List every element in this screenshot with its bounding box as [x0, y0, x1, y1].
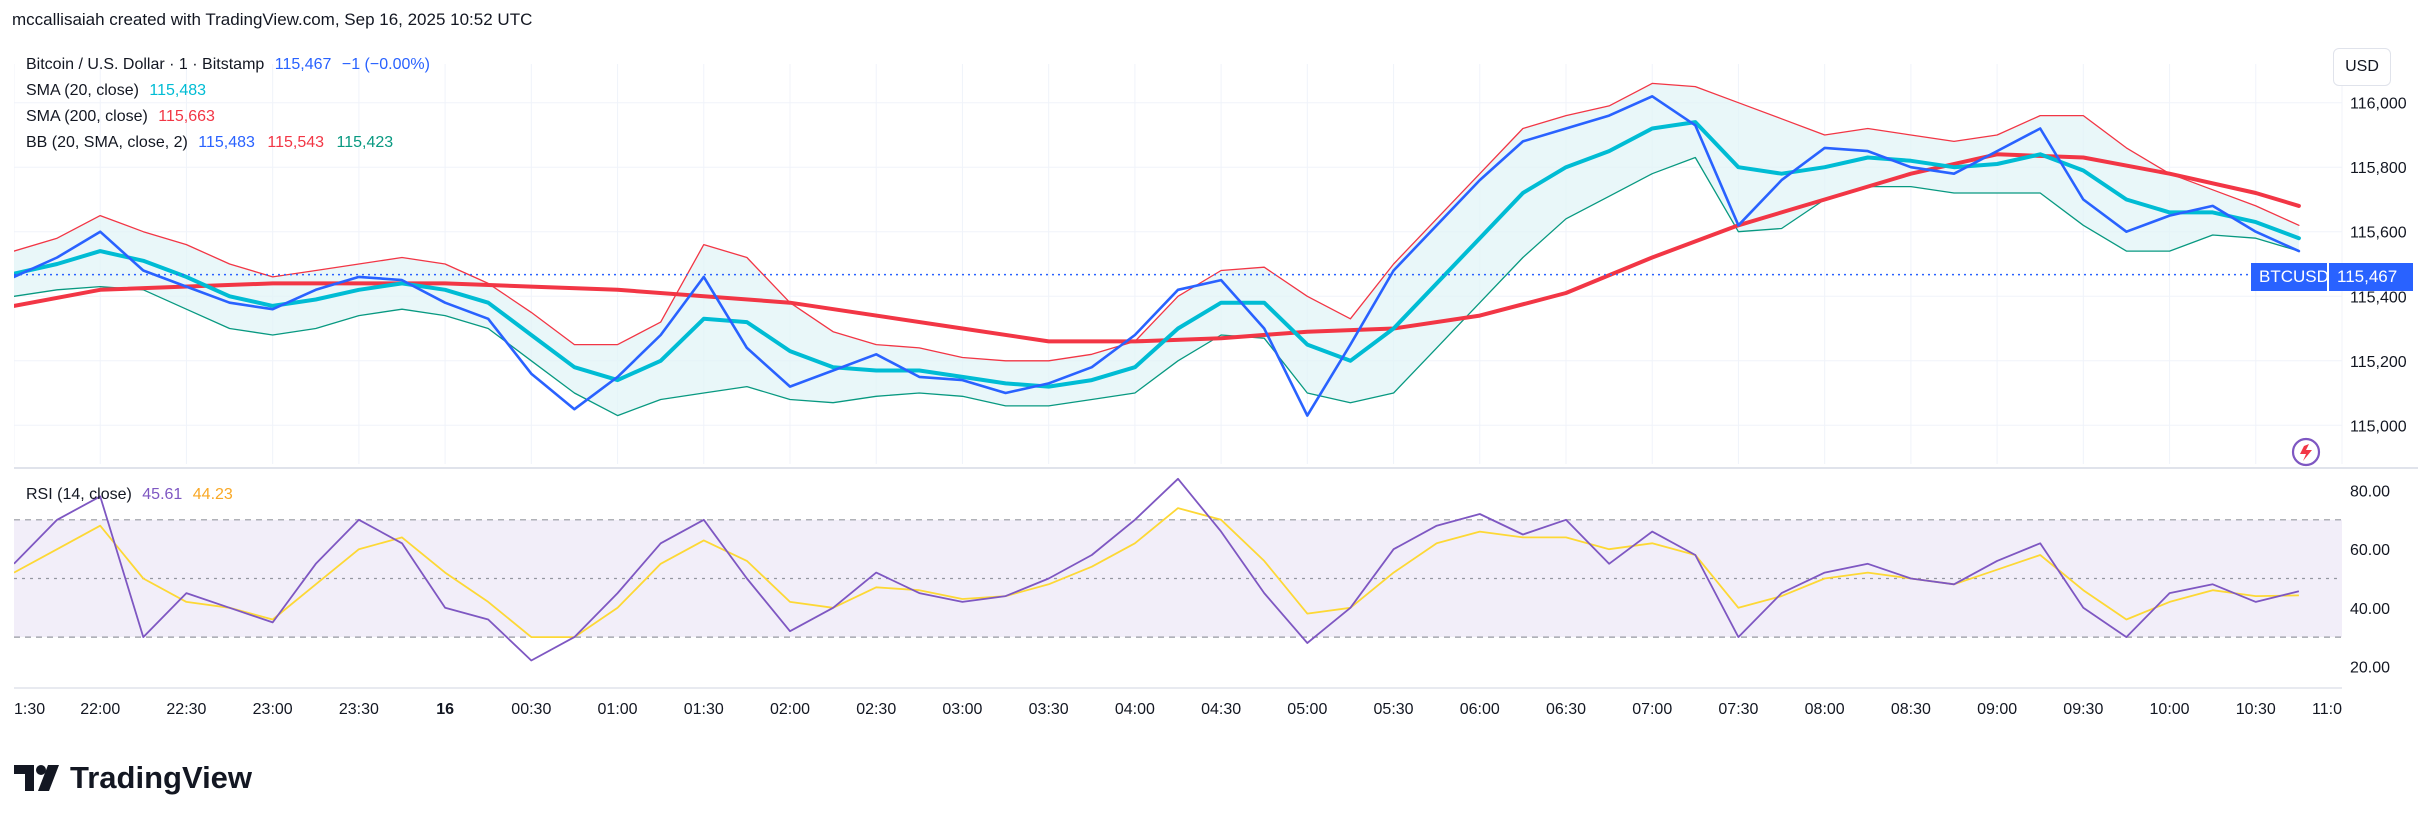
time-tick-label: 09:30 [2063, 701, 2103, 718]
time-tick-label: 01:30 [684, 701, 724, 718]
currency-button[interactable]: USD [2333, 48, 2391, 86]
chart-area[interactable]: 115,000 115,200 115,400 115,600 115,800 116,0… [14, 44, 2418, 730]
sma200-line [14, 152, 2301, 344]
legend-sma200-value: 115,663 [158, 108, 215, 125]
chart-caption: mccallisaiah created with TradingView.co… [12, 10, 533, 29]
rsi-band-fill [14, 519, 2342, 638]
price-tick-label: 115,200 [2350, 354, 2407, 371]
main-series [14, 82, 2301, 417]
time-tick-label: 16 [436, 701, 454, 718]
time-tick-label: 06:30 [1546, 701, 1586, 718]
legend-sma20-value: 115,483 [149, 82, 207, 99]
time-tick-label: 09:00 [1977, 701, 2017, 718]
time-tick-label: 23:30 [339, 701, 379, 718]
rsi-tick-label: 40.00 [2350, 601, 2390, 618]
ticker-tag: BTCUSD [2251, 263, 2329, 291]
rsi-grid [14, 519, 2342, 638]
brand-name: TradingView [70, 760, 253, 795]
time-tick-label: 08:00 [1805, 701, 1845, 718]
time-tick-label: 1:30 [14, 701, 45, 718]
bb-lower-line [14, 156, 2300, 417]
rsi-tick-label: 20.00 [2350, 659, 2390, 676]
legend-symbol-label: Bitcoin / U.S. Dollar · 1 · Bitstamp [26, 56, 265, 73]
time-tick-label: 07:30 [1718, 701, 1758, 718]
legend-sma200-label: SMA (200, close) [26, 108, 148, 125]
time-tick-label: 22:30 [166, 701, 206, 718]
rsi-line [14, 477, 2300, 662]
legend-sma20-label: SMA (20, close) [26, 82, 139, 99]
time-tick-label: 02:00 [770, 701, 810, 718]
rsi-tick-label: 60.00 [2350, 542, 2390, 559]
time-tick-label: 05:00 [1287, 701, 1327, 718]
bollinger-band-fill [14, 83, 2299, 416]
last-price-tag: 115,467 [2329, 263, 2413, 291]
time-tick-label: 10:00 [2150, 701, 2190, 718]
legend-sma200[interactable]: SMA (200, close) 115,663 [26, 104, 221, 130]
legend-sma20[interactable]: SMA (20, close) 115,483 [26, 78, 212, 104]
time-tick-label: 06:00 [1460, 701, 1500, 718]
time-tick-label: 10:30 [2236, 701, 2276, 718]
bb-upper-line [14, 82, 2300, 362]
time-tick-label: 00:30 [511, 701, 551, 718]
time-tick-label: 23:00 [253, 701, 293, 718]
legend-rsi-value: 45.61 [142, 486, 183, 503]
price-tick-label: 116,000 [2350, 96, 2407, 113]
legend-bollinger[interactable]: BB (20, SMA, close, 2) 115,483 115,543 1… [26, 130, 401, 156]
time-tick-label: 02:30 [856, 701, 896, 718]
tradingview-logo-icon [14, 765, 59, 791]
legend-bb-lower: 115,423 [336, 134, 394, 151]
price-tick-label: 115,800 [2350, 160, 2407, 177]
time-tick-label: 07:00 [1632, 701, 1672, 718]
legend-rsi[interactable]: RSI (14, close) 45.61 44.23 [26, 482, 239, 508]
sma20-line [14, 120, 2301, 389]
legend-rsi-ma: 44.23 [192, 486, 233, 503]
tradingview-brand[interactable]: TradingView [14, 758, 252, 798]
time-tick-label: 08:30 [1891, 701, 1931, 718]
legend-bb-basis: 115,483 [198, 134, 255, 151]
rsi-axis[interactable]: 20.00 40.00 60.00 80.00 [2350, 484, 2390, 677]
price-tick-label: 115,600 [2350, 225, 2407, 242]
time-tick-label: 04:00 [1115, 701, 1155, 718]
time-axis[interactable]: 1:30 22:00 22:30 23:00 23:30 16 00:30 01:00 01:3… [14, 701, 2342, 718]
rsi-tick-label: 80.00 [2350, 484, 2390, 501]
time-tick-label: 22:00 [80, 701, 120, 718]
price-axis[interactable]: 115,000 115,200 115,400 115,600 115,800 116,0… [2350, 96, 2407, 436]
price-tick-label: 115,400 [2350, 289, 2407, 306]
price-tick-label: 115,000 [2350, 418, 2407, 435]
time-tick-label: 03:00 [942, 701, 982, 718]
time-tick-label: 03:30 [1029, 701, 1069, 718]
legend-bb-upper: 115,543 [267, 134, 325, 151]
price-line [14, 95, 2301, 417]
legend-rsi-label: RSI (14, close) [26, 486, 132, 503]
time-tick-label: 04:30 [1201, 701, 1241, 718]
legend-symbol-price: 115,467 [274, 56, 332, 73]
ai-sparkle-icon[interactable] [2291, 437, 2321, 467]
legend-bb-label: BB (20, SMA, close, 2) [26, 134, 188, 151]
legend-symbol[interactable]: Bitcoin / U.S. Dollar · 1 · Bitstamp 115… [26, 52, 436, 78]
time-tick-label: 01:00 [598, 701, 638, 718]
time-tick-label: 11:0 [2312, 701, 2342, 718]
legend-symbol-change: −1 (−0.00%) [341, 56, 430, 73]
rsi-series [14, 477, 2300, 662]
time-tick-label: 05:30 [1374, 701, 1414, 718]
